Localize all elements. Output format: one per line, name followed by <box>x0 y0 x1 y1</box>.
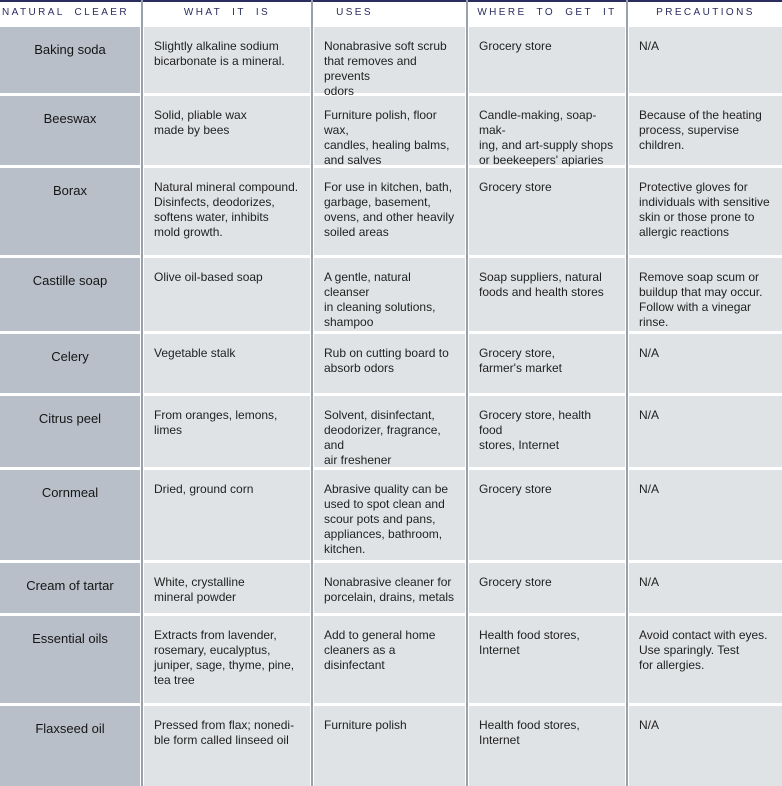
what-it-is-cell: White, crystalline mineral powder <box>144 563 310 613</box>
column-divider <box>141 0 143 786</box>
column-header-precautions: PRECAUTIONS <box>656 6 755 18</box>
precautions-cell: N/A <box>629 470 782 560</box>
where-to-get-it-cell: Grocery store, farmer's market <box>469 334 625 393</box>
where-to-get-it-cell: Candle-making, soap-mak- ing, and art-su… <box>469 96 625 167</box>
where-to-get-it-cell: Grocery store <box>469 470 625 560</box>
cleaner-name-cell: Celery <box>0 334 140 393</box>
what-it-is-cell: Slightly alkaline sodium bicarbonate is … <box>144 27 310 93</box>
uses-cell: A gentle, natural cleanser in cleaning s… <box>314 258 465 331</box>
precautions-cell: Protective gloves for individuals with s… <box>629 168 782 255</box>
uses-cell: Solvent, disinfectant, deodorizer, fragr… <box>314 396 465 467</box>
precautions-cell: N/A <box>629 396 782 467</box>
column-divider <box>626 0 628 786</box>
uses-cell: Abrasive quality can be used to spot cle… <box>314 470 465 560</box>
uses-cell: For use in kitchen, bath, garbage, basem… <box>314 168 465 255</box>
what-it-is-cell: Solid, pliable wax made by bees <box>144 96 310 165</box>
cleaner-name-cell: Castille soap <box>0 258 140 331</box>
column-header-what-it-is: WHAT IT IS <box>183 6 271 18</box>
what-it-is-cell: Vegetable stalk <box>144 334 310 393</box>
cleaner-name-cell: Cream of tartar <box>0 563 140 613</box>
uses-cell: Nonabrasive soft scrub that removes and … <box>314 27 465 98</box>
cleaner-name-cell: Borax <box>0 168 140 255</box>
what-it-is-cell: Extracts from lavender, rosemary, eucaly… <box>144 616 310 703</box>
cleaner-name-cell: Citrus peel <box>0 396 140 467</box>
uses-cell: Nonabrasive cleaner for porcelain, drain… <box>314 563 465 613</box>
precautions-cell: Remove soap scum or buildup that may occ… <box>629 258 782 331</box>
uses-cell: Furniture polish, floor wax, candles, he… <box>314 96 465 167</box>
column-header-uses: USES <box>336 6 373 18</box>
cleaner-name-cell: Beeswax <box>0 96 140 165</box>
what-it-is-cell: Olive oil-based soap <box>144 258 310 331</box>
column-header-natural-cleaner: NATURAL CLEAER <box>2 6 129 18</box>
precautions-cell: Because of the heating process, supervis… <box>629 96 782 165</box>
where-to-get-it-cell: Grocery store <box>469 563 625 613</box>
precautions-cell: Avoid contact with eyes. Use sparingly. … <box>629 616 782 703</box>
what-it-is-cell: Pressed from flax; nonedi- ble form call… <box>144 706 310 786</box>
where-to-get-it-cell: Grocery store, health food stores, Inter… <box>469 396 625 467</box>
precautions-cell: N/A <box>629 27 782 93</box>
uses-cell: Rub on cutting board to absorb odors <box>314 334 465 393</box>
where-to-get-it-cell: Health food stores, Internet <box>469 706 625 786</box>
uses-cell: Furniture polish <box>314 706 465 786</box>
cleaner-name-cell: Cornmeal <box>0 470 140 560</box>
uses-cell: Add to general home cleaners as a disinf… <box>314 616 465 703</box>
what-it-is-cell: Dried, ground corn <box>144 470 310 560</box>
where-to-get-it-cell: Grocery store <box>469 168 625 255</box>
top-border-line <box>0 0 782 2</box>
precautions-cell: N/A <box>629 563 782 613</box>
what-it-is-cell: Natural mineral compound. Disinfects, de… <box>144 168 310 255</box>
where-to-get-it-cell: Soap suppliers, natural foods and health… <box>469 258 625 331</box>
precautions-cell: N/A <box>629 334 782 393</box>
precautions-cell: N/A <box>629 706 782 786</box>
cleaner-name-cell: Flaxseed oil <box>0 706 140 786</box>
column-header-where-to-get-it: WHERE TO GET IT <box>477 6 617 18</box>
where-to-get-it-cell: Grocery store <box>469 27 625 93</box>
column-divider <box>466 0 468 786</box>
cleaner-name-cell: Essential oils <box>0 616 140 703</box>
cleaner-name-cell: Baking soda <box>0 27 140 93</box>
column-divider <box>311 0 313 786</box>
what-it-is-cell: From oranges, lemons, limes <box>144 396 310 467</box>
where-to-get-it-cell: Health food stores, Internet <box>469 616 625 703</box>
